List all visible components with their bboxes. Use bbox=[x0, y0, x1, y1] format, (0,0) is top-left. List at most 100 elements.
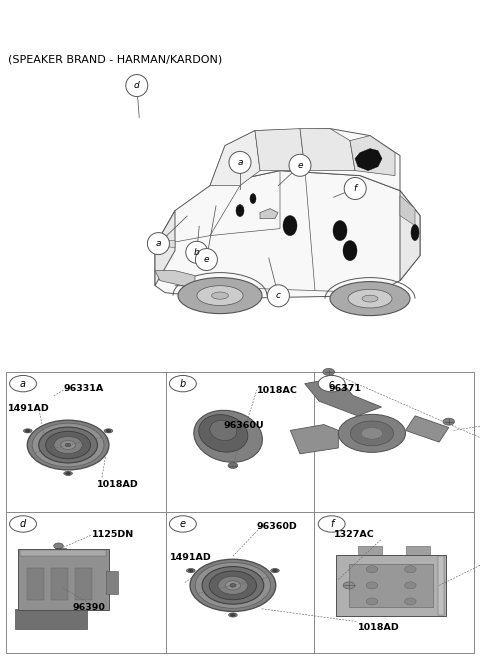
Text: e: e bbox=[204, 255, 209, 264]
Polygon shape bbox=[210, 129, 400, 191]
Circle shape bbox=[318, 516, 345, 532]
Ellipse shape bbox=[338, 415, 406, 452]
Circle shape bbox=[218, 576, 248, 595]
Circle shape bbox=[230, 614, 235, 616]
Ellipse shape bbox=[210, 420, 237, 440]
Text: d: d bbox=[134, 81, 140, 90]
Text: 96360D: 96360D bbox=[257, 522, 298, 531]
Circle shape bbox=[186, 241, 208, 263]
Polygon shape bbox=[300, 129, 355, 171]
Text: f: f bbox=[354, 184, 357, 193]
Polygon shape bbox=[400, 196, 415, 225]
Text: f: f bbox=[330, 519, 334, 529]
FancyBboxPatch shape bbox=[336, 555, 446, 616]
Bar bbox=[75, 568, 92, 600]
Circle shape bbox=[366, 598, 378, 605]
Ellipse shape bbox=[333, 221, 347, 240]
Bar bbox=[51, 568, 68, 600]
Circle shape bbox=[126, 74, 148, 97]
Circle shape bbox=[106, 430, 111, 432]
Circle shape bbox=[405, 598, 416, 605]
Polygon shape bbox=[290, 424, 338, 454]
Bar bbox=[358, 546, 382, 558]
Ellipse shape bbox=[361, 428, 383, 439]
Circle shape bbox=[195, 248, 217, 271]
Ellipse shape bbox=[228, 613, 237, 617]
FancyBboxPatch shape bbox=[18, 549, 109, 610]
Polygon shape bbox=[157, 240, 175, 248]
Circle shape bbox=[229, 151, 251, 173]
Circle shape bbox=[273, 569, 277, 572]
Text: a: a bbox=[20, 378, 26, 389]
Ellipse shape bbox=[343, 240, 357, 261]
Ellipse shape bbox=[362, 295, 378, 302]
Circle shape bbox=[405, 582, 416, 589]
Circle shape bbox=[54, 436, 83, 454]
Polygon shape bbox=[400, 191, 420, 281]
Text: b: b bbox=[194, 248, 200, 257]
Ellipse shape bbox=[236, 204, 244, 217]
Circle shape bbox=[27, 420, 109, 470]
Circle shape bbox=[32, 423, 104, 467]
Bar bbox=[406, 546, 430, 558]
Text: c: c bbox=[276, 291, 281, 300]
Ellipse shape bbox=[348, 289, 392, 308]
Circle shape bbox=[318, 375, 345, 392]
Text: 1018AD: 1018AD bbox=[97, 480, 139, 489]
Circle shape bbox=[169, 516, 196, 532]
Circle shape bbox=[343, 582, 355, 589]
Polygon shape bbox=[155, 171, 420, 298]
Circle shape bbox=[443, 418, 455, 425]
Text: 1491AD: 1491AD bbox=[8, 404, 50, 413]
Ellipse shape bbox=[250, 194, 256, 204]
Circle shape bbox=[65, 443, 71, 447]
Bar bbox=[20, 551, 107, 556]
Polygon shape bbox=[210, 131, 260, 186]
Circle shape bbox=[366, 566, 378, 573]
Circle shape bbox=[189, 569, 193, 572]
Circle shape bbox=[228, 463, 238, 468]
Circle shape bbox=[147, 233, 169, 255]
Text: 96390: 96390 bbox=[73, 603, 106, 612]
Circle shape bbox=[10, 516, 36, 532]
Ellipse shape bbox=[283, 215, 297, 236]
Circle shape bbox=[10, 375, 36, 392]
Ellipse shape bbox=[330, 282, 410, 315]
Circle shape bbox=[344, 177, 366, 200]
Ellipse shape bbox=[64, 471, 72, 476]
Ellipse shape bbox=[197, 286, 243, 306]
Circle shape bbox=[267, 284, 289, 307]
Polygon shape bbox=[255, 129, 305, 171]
Circle shape bbox=[405, 566, 416, 573]
Polygon shape bbox=[350, 135, 395, 175]
Circle shape bbox=[66, 472, 71, 475]
Text: c: c bbox=[329, 378, 335, 389]
Text: 1327AC: 1327AC bbox=[334, 530, 374, 539]
Bar bbox=[107, 571, 119, 594]
Bar bbox=[438, 556, 444, 614]
Text: 96331A: 96331A bbox=[63, 384, 104, 394]
Ellipse shape bbox=[187, 568, 195, 573]
Text: b: b bbox=[180, 378, 186, 389]
Ellipse shape bbox=[178, 278, 262, 313]
Circle shape bbox=[46, 432, 91, 459]
Circle shape bbox=[25, 430, 30, 432]
Ellipse shape bbox=[411, 225, 419, 240]
Circle shape bbox=[202, 566, 264, 604]
Ellipse shape bbox=[271, 568, 279, 573]
Circle shape bbox=[225, 581, 240, 590]
Ellipse shape bbox=[212, 292, 228, 299]
Polygon shape bbox=[305, 378, 382, 416]
Circle shape bbox=[209, 571, 256, 600]
Ellipse shape bbox=[194, 411, 263, 463]
Text: a: a bbox=[237, 158, 243, 167]
Ellipse shape bbox=[24, 429, 32, 433]
FancyBboxPatch shape bbox=[349, 564, 433, 606]
Bar bbox=[27, 568, 44, 600]
Circle shape bbox=[195, 562, 271, 608]
Polygon shape bbox=[15, 609, 87, 629]
Text: 96360U: 96360U bbox=[223, 420, 264, 430]
Text: d: d bbox=[20, 519, 26, 529]
Text: 1125DN: 1125DN bbox=[92, 530, 134, 539]
Circle shape bbox=[366, 582, 378, 589]
